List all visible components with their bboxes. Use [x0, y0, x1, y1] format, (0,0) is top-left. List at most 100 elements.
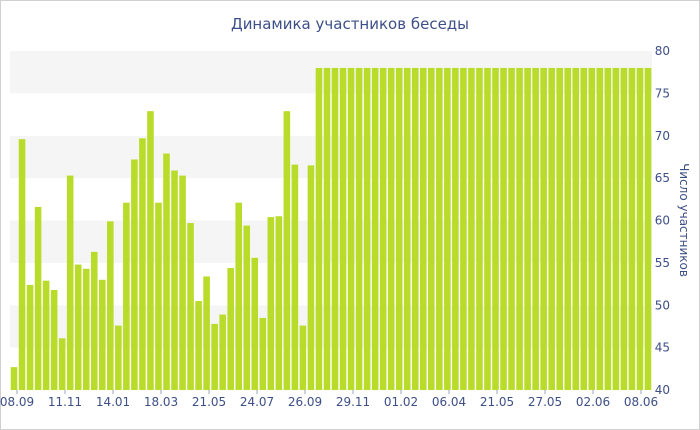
grid-band: [10, 220, 652, 263]
bar[interactable]: [74, 264, 82, 390]
bar[interactable]: [468, 67, 475, 390]
bar[interactable]: [331, 67, 339, 390]
bar[interactable]: [596, 67, 604, 390]
bar[interactable]: [58, 338, 66, 390]
x-tick-label: 01.02: [384, 395, 418, 409]
bar[interactable]: [10, 367, 18, 390]
bar[interactable]: [82, 268, 90, 390]
x-tick-label: 29.11: [336, 395, 370, 409]
bar[interactable]: [387, 67, 395, 390]
bar[interactable]: [540, 67, 547, 390]
bar[interactable]: [90, 251, 98, 390]
bar[interactable]: [131, 159, 138, 390]
x-tick-label: 21.05: [192, 395, 226, 409]
bar[interactable]: [123, 202, 130, 390]
bar[interactable]: [163, 153, 170, 390]
bar[interactable]: [147, 111, 154, 391]
bar[interactable]: [644, 67, 652, 390]
chart-title: Динамика участников беседы: [231, 15, 469, 33]
y-tick-label: 45: [655, 341, 670, 355]
bar[interactable]: [500, 67, 507, 390]
bar[interactable]: [363, 67, 371, 390]
bar[interactable]: [628, 67, 636, 390]
bar[interactable]: [516, 67, 523, 390]
bar[interactable]: [275, 216, 283, 390]
bar[interactable]: [315, 67, 323, 390]
bar[interactable]: [99, 279, 106, 390]
bar[interactable]: [115, 325, 122, 390]
y-tick-label: 65: [655, 171, 670, 185]
bar[interactable]: [484, 67, 491, 390]
bar[interactable]: [291, 164, 299, 390]
bar[interactable]: [26, 284, 34, 390]
bar[interactable]: [556, 67, 563, 390]
x-tick-label: 06.04: [432, 395, 466, 409]
bar[interactable]: [620, 67, 628, 390]
bar[interactable]: [395, 67, 403, 390]
bar[interactable]: [604, 67, 612, 390]
bar[interactable]: [460, 67, 467, 390]
bar[interactable]: [299, 325, 307, 390]
bar[interactable]: [323, 67, 331, 390]
bar[interactable]: [171, 170, 178, 391]
bar[interactable]: [50, 290, 58, 390]
bar[interactable]: [235, 202, 242, 390]
bar[interactable]: [243, 225, 251, 390]
bar[interactable]: [18, 139, 26, 390]
bar[interactable]: [452, 67, 459, 390]
bar[interactable]: [211, 323, 218, 390]
x-tick-label: 02.06: [576, 395, 610, 409]
grid-band: [10, 347, 652, 390]
bar[interactable]: [492, 67, 499, 390]
bar[interactable]: [42, 280, 50, 390]
y-tick-label: 50: [655, 298, 670, 312]
bar[interactable]: [347, 67, 355, 390]
bar[interactable]: [155, 202, 162, 390]
bar[interactable]: [524, 67, 531, 390]
grid-bands: [10, 51, 652, 390]
bar[interactable]: [34, 206, 42, 390]
bar[interactable]: [203, 276, 210, 390]
bar[interactable]: [371, 67, 379, 390]
bar[interactable]: [251, 257, 259, 390]
bar[interactable]: [187, 223, 194, 390]
bar[interactable]: [339, 67, 347, 390]
bar[interactable]: [379, 67, 387, 390]
bar[interactable]: [612, 67, 620, 390]
bar[interactable]: [572, 67, 580, 390]
bar[interactable]: [436, 67, 443, 390]
bar[interactable]: [564, 67, 572, 390]
bar[interactable]: [267, 217, 275, 390]
bar[interactable]: [508, 67, 515, 390]
x-tick-label: 27.05: [528, 395, 562, 409]
bar[interactable]: [259, 317, 267, 390]
bar[interactable]: [588, 67, 596, 390]
bar[interactable]: [548, 67, 555, 390]
bar[interactable]: [420, 67, 427, 390]
x-axis-ticks: 08.09 11.11 14.01 18.03 21.05 24.07 26.09 29.11…: [0, 390, 658, 409]
y-tick-label: 70: [655, 129, 670, 143]
bar[interactable]: [444, 67, 451, 390]
bar[interactable]: [403, 67, 411, 390]
bar[interactable]: [107, 221, 114, 390]
grid-band: [10, 93, 652, 136]
bar[interactable]: [179, 175, 186, 390]
bar[interactable]: [219, 314, 226, 390]
bar[interactable]: [636, 67, 644, 390]
bar[interactable]: [428, 67, 435, 390]
bar[interactable]: [532, 67, 539, 390]
bar[interactable]: [195, 301, 202, 390]
bar[interactable]: [227, 267, 234, 390]
bar[interactable]: [476, 67, 483, 390]
bar[interactable]: [139, 138, 146, 390]
bar[interactable]: [580, 67, 588, 390]
grid-band: [10, 262, 652, 306]
bar[interactable]: [283, 111, 291, 391]
bar[interactable]: [355, 67, 363, 390]
bar[interactable]: [307, 165, 315, 390]
x-tick-label: 21.05: [480, 395, 514, 409]
bar[interactable]: [411, 67, 419, 390]
y-tick-label: 55: [655, 256, 670, 270]
bar[interactable]: [66, 175, 74, 390]
